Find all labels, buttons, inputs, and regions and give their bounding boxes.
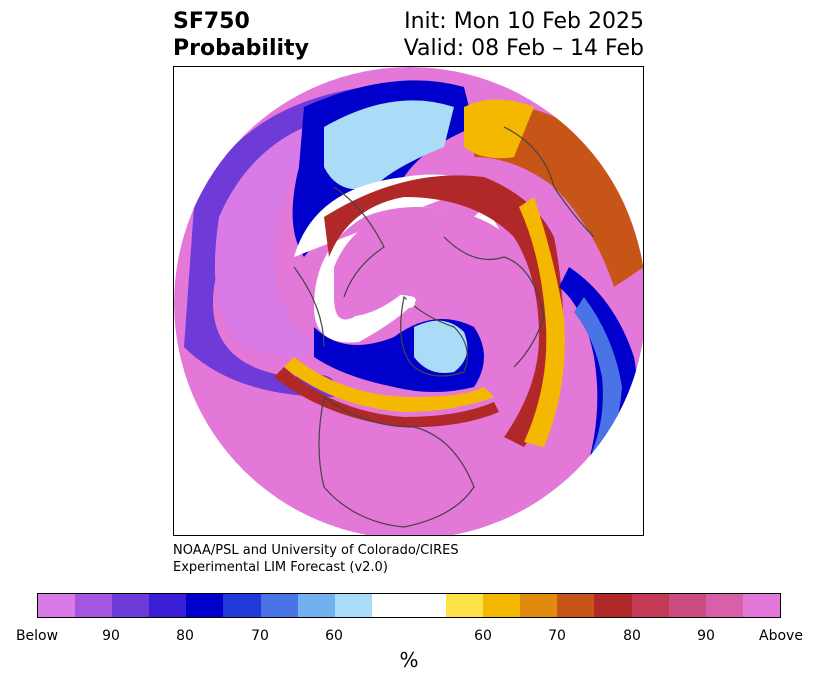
colorbar-tick-label: Above <box>759 628 803 644</box>
field-above-high-centre <box>334 207 537 399</box>
field-above-low-south <box>274 367 499 428</box>
coastlines <box>293 126 595 528</box>
colorbar-unit-label: % <box>399 648 419 672</box>
field-neutral-pos-south <box>284 357 494 412</box>
colorbar-segment <box>446 594 484 617</box>
colorbar-segment <box>223 594 261 617</box>
colorbar-segment <box>334 594 372 617</box>
colorbar-segment <box>520 594 558 617</box>
colorbar-tick-label: 90 <box>697 628 715 644</box>
colorbar-segment <box>186 594 224 617</box>
forecast-map <box>173 66 644 536</box>
colorbar-segment <box>594 594 632 617</box>
colorbar-tick-label: 60 <box>474 628 492 644</box>
colorbar-segment <box>149 594 187 617</box>
colorbar <box>37 593 781 618</box>
colorbar-tick-label: 70 <box>251 628 269 644</box>
field-below-max-west <box>214 117 334 357</box>
colorbar-tick-label: 80 <box>623 628 641 644</box>
credit-line-1: NOAA/PSL and University of Colorado/CIRE… <box>173 543 459 558</box>
colorbar-tick-label: 90 <box>102 628 120 644</box>
product-label: Probability <box>173 36 309 61</box>
colorbar-segment <box>112 594 150 617</box>
colorbar-segment <box>75 594 113 617</box>
credit-line-2: Experimental LIM Forecast (v2.0) <box>173 560 388 575</box>
colorbar-segment <box>297 594 335 617</box>
colorbar-segment <box>371 594 409 617</box>
colorbar-segment <box>705 594 743 617</box>
colorbar-segment <box>557 594 595 617</box>
colorbar-tick-label: 80 <box>176 628 194 644</box>
colorbar-segment <box>668 594 706 617</box>
map-title-left: SF750 Probability <box>173 8 309 62</box>
colorbar-tick-label: Below <box>15 628 59 644</box>
field-below-light-north <box>324 100 454 190</box>
field-neutral-pos-east <box>519 197 565 447</box>
colorbar-segment <box>260 594 298 617</box>
field-below-mid-east <box>574 297 622 457</box>
colorbar-segment <box>408 594 447 617</box>
field-neutral-pos-north <box>464 99 534 159</box>
field-below-west <box>184 87 364 397</box>
credit-text: NOAA/PSL and University of Colorado/CIRE… <box>173 542 459 576</box>
colorbar-segment <box>38 594 76 617</box>
colorbar-segment <box>631 594 669 617</box>
field-below-light-canada <box>414 320 468 373</box>
colorbar-tick-label: 60 <box>325 628 343 644</box>
init-date: Init: Mon 10 Feb 2025 <box>404 9 644 34</box>
north-pole-marker <box>405 298 415 308</box>
colorbar-segment <box>742 594 780 617</box>
variable-label: SF750 <box>173 9 250 34</box>
polar-map-svg <box>174 67 643 535</box>
colorbar-tick-label: 70 <box>548 628 566 644</box>
valid-range: Valid: 08 Feb – 14 Feb <box>403 36 644 61</box>
colorbar-segment <box>483 594 521 617</box>
map-title-right: Init: Mon 10 Feb 2025 Valid: 08 Feb – 14… <box>404 8 644 62</box>
